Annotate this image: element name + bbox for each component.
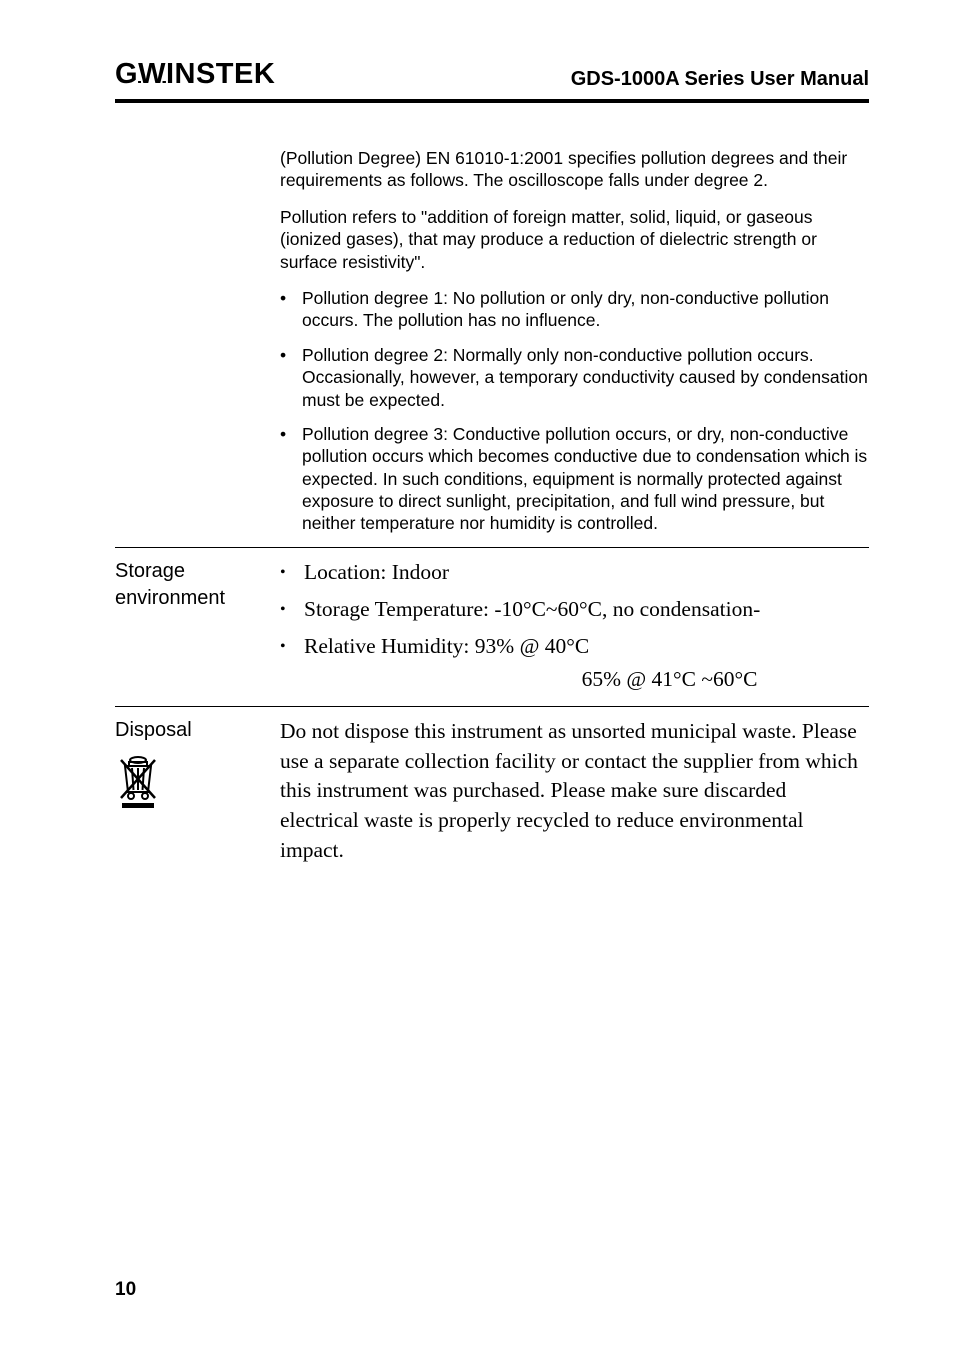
- disposal-section: Disposal: [115, 717, 869, 865]
- section-divider: [115, 547, 869, 548]
- storage-humidity-line2: 65% @ 41°C ~60°C: [280, 665, 869, 694]
- disposal-text: Do not dispose this instrument as unsort…: [280, 717, 869, 865]
- bullet-dot: •: [280, 344, 302, 411]
- bullet-text: Relative Humidity: 93% @ 40°C: [304, 632, 589, 661]
- bullet-text: Storage Temperature: -10°C~60°C, no cond…: [304, 595, 760, 624]
- bullet-text: Pollution degree 2: Normally only non-co…: [302, 344, 869, 411]
- disposal-body: Do not dispose this instrument as unsort…: [280, 717, 869, 865]
- storage-label: Storage environment: [115, 558, 280, 612]
- bullet-text: Pollution degree 3: Conductive pollution…: [302, 423, 869, 535]
- bullet-dot: •: [280, 632, 304, 661]
- storage-bullet-2: • Storage Temperature: -10°C~60°C, no co…: [280, 595, 869, 624]
- header-divider: [115, 99, 869, 103]
- disposal-label-col: Disposal: [115, 717, 280, 818]
- pollution-bullet-1: • Pollution degree 1: No pollution or on…: [280, 287, 869, 332]
- manual-title: GDS-1000A Series User Manual: [571, 68, 869, 91]
- section-divider: [115, 706, 869, 707]
- storage-section: Storage environment • Location: Indoor •…: [115, 558, 869, 700]
- pollution-para-2: Pollution refers to "addition of foreign…: [280, 206, 869, 273]
- pollution-bullet-3: • Pollution degree 3: Conductive polluti…: [280, 423, 869, 535]
- bullet-text: Location: Indoor: [304, 558, 449, 587]
- bullet-dot: •: [280, 595, 304, 624]
- bullet-dot: •: [280, 287, 302, 332]
- page-content: (Pollution Degree) EN 61010-1:2001 speci…: [115, 147, 869, 865]
- page-number: 10: [115, 1279, 136, 1301]
- logo-letter-g: G: [115, 58, 138, 91]
- page-header: GWINSTEK GDS-1000A Series User Manual: [115, 58, 869, 97]
- bullet-text: Pollution degree 1: No pollution or only…: [302, 287, 869, 332]
- logo-rest: INSTEK: [166, 58, 275, 91]
- storage-body: • Location: Indoor • Storage Temperature…: [280, 558, 869, 700]
- logo-letter-w: W: [138, 58, 166, 91]
- pollution-section: (Pollution Degree) EN 61010-1:2001 speci…: [115, 147, 869, 541]
- storage-bullet-3: • Relative Humidity: 93% @ 40°C: [280, 632, 869, 661]
- disposal-label: Disposal: [115, 717, 280, 744]
- bullet-dot: •: [280, 558, 304, 587]
- weee-icon: [115, 754, 280, 818]
- pollution-bullet-2: • Pollution degree 2: Normally only non-…: [280, 344, 869, 411]
- pollution-para-1: (Pollution Degree) EN 61010-1:2001 speci…: [280, 147, 869, 192]
- pollution-body: (Pollution Degree) EN 61010-1:2001 speci…: [280, 147, 869, 541]
- brand-logo: GWINSTEK: [115, 58, 275, 91]
- storage-bullet-1: • Location: Indoor: [280, 558, 869, 587]
- bullet-dot: •: [280, 423, 302, 535]
